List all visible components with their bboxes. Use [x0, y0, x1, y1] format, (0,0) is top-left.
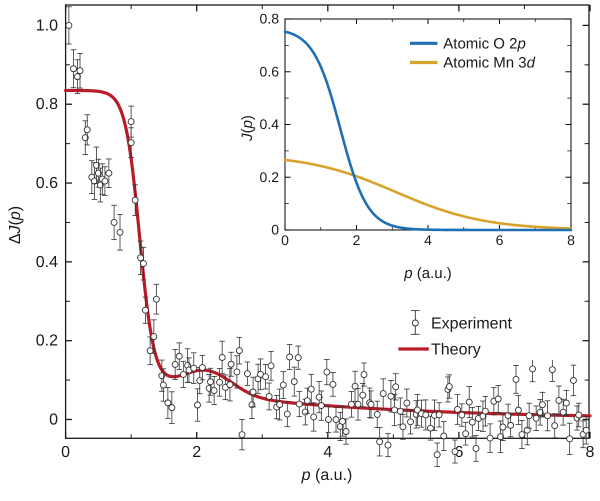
svg-text:0: 0	[281, 232, 289, 248]
svg-text:6: 6	[496, 232, 504, 248]
svg-text:8: 8	[586, 444, 595, 461]
svg-text:0.4: 0.4	[36, 254, 58, 271]
svg-text:1.0: 1.0	[36, 17, 58, 34]
svg-text:Atomic Mn 3d: Atomic Mn 3d	[443, 55, 535, 72]
svg-text:0: 0	[49, 412, 58, 429]
svg-text:p (a.u.): p (a.u.)	[301, 467, 353, 484]
svg-text:2: 2	[192, 444, 201, 461]
svg-text:J(p): J(p)	[239, 115, 256, 142]
svg-text:0: 0	[271, 222, 279, 238]
svg-text:4: 4	[323, 444, 332, 461]
svg-text:0.6: 0.6	[260, 63, 280, 79]
svg-text:0.4: 0.4	[260, 116, 280, 132]
svg-text:Experiment: Experiment	[431, 315, 512, 332]
svg-text:0.6: 0.6	[36, 175, 58, 192]
svg-text:0.2: 0.2	[36, 333, 58, 350]
svg-text:Atomic O 2p: Atomic O 2p	[443, 35, 526, 52]
svg-text:Theory: Theory	[431, 342, 481, 359]
svg-text:4: 4	[424, 232, 432, 248]
svg-text:0.8: 0.8	[260, 11, 280, 27]
svg-text:p (a.u.): p (a.u.)	[403, 265, 452, 282]
svg-text:0.2: 0.2	[260, 169, 280, 185]
svg-text:2: 2	[353, 232, 361, 248]
svg-text:ΔJ(p): ΔJ(p)	[7, 206, 24, 244]
svg-text:8: 8	[567, 232, 575, 248]
svg-text:0.8: 0.8	[36, 96, 58, 113]
svg-text:0: 0	[61, 444, 70, 461]
